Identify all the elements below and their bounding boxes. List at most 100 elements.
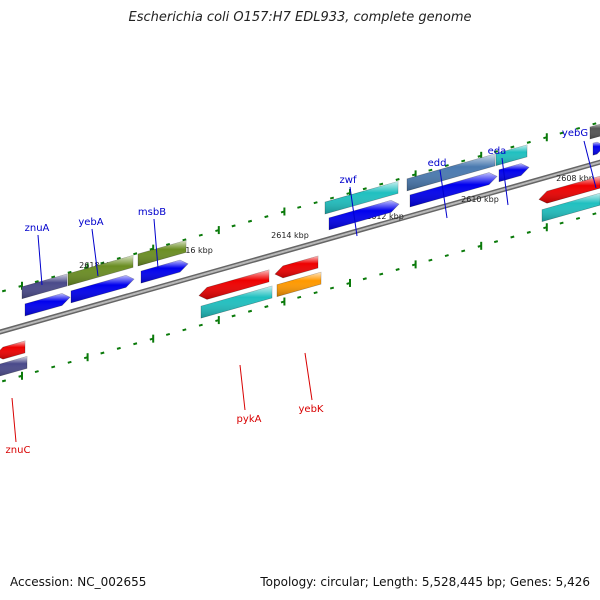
lower-scale-tick	[165, 332, 171, 336]
feature-lower-gene-right-red-shade	[539, 176, 600, 204]
gene-label-leader	[153, 218, 159, 269]
lower-scale-tick	[133, 342, 138, 346]
accession-label: Accession: NC_002655	[10, 575, 147, 589]
scale-label: 2616 kbp	[175, 246, 213, 255]
feature-upper-category-eda-shade	[496, 144, 527, 166]
scale-label: 2610 kbp	[461, 195, 499, 204]
scale-label: 2612 kbp	[366, 212, 404, 221]
lower-scale-tick	[592, 212, 597, 216]
feature-upper-category-yebA-shade	[68, 255, 133, 286]
lower-scale-tick	[297, 295, 302, 299]
lower-scale-tick	[313, 291, 318, 295]
scale-label: 2608 kbp	[556, 174, 594, 183]
upper-scale-tick	[182, 238, 187, 242]
feature-upper-category-zwf-shade	[325, 181, 398, 215]
upper-scale-tick	[247, 219, 253, 223]
gene-label: yebG	[562, 128, 588, 139]
gene-label: yebK	[299, 404, 324, 415]
lower-scale-tick	[34, 370, 39, 374]
feature-lower-category-znuC-shade	[0, 356, 27, 377]
upper-scale-tick	[198, 233, 203, 237]
gene-label: yebA	[78, 217, 103, 228]
feature-upper-gene-yebG-shade	[593, 142, 600, 156]
gene-label: znuC	[6, 445, 31, 456]
lower-scale-tick	[493, 240, 499, 244]
lower-scale-tick	[329, 286, 335, 290]
upper-scale-tick	[313, 201, 318, 205]
lower-scale-tick	[67, 360, 72, 364]
feature-upper-category-edd-shade	[407, 153, 495, 191]
scale-label: 2614 kbp	[271, 231, 309, 240]
feature-upper-gene-znuA-shade	[25, 293, 70, 316]
feature-lower-category-yebK-shade	[277, 272, 321, 297]
upper-scale-tick	[34, 280, 39, 284]
gene-label: zwf	[340, 175, 357, 186]
upper-scale-tick	[559, 131, 564, 135]
feature-upper-gene-zwf-shade	[329, 200, 399, 230]
feature-upper-category-msbB-shade	[138, 240, 186, 266]
gene-label: eda	[488, 146, 507, 157]
upper-scale-tick	[297, 205, 302, 209]
backbone-highlight	[0, 161, 600, 334]
gene-label: pykA	[237, 414, 262, 425]
upper-scale-tick	[510, 145, 515, 149]
upper-scale-tick	[444, 164, 449, 168]
topology-label: Topology: circular; Length: 5,528,445 bp…	[260, 575, 590, 589]
upper-scale-tick	[592, 122, 597, 126]
lower-scale-tick	[428, 258, 433, 262]
feature-upper-gene-msbB-shade	[141, 260, 188, 284]
upper-scale-tick	[395, 178, 400, 181]
upper-scale-tick	[428, 168, 433, 172]
feature-lower-gene-znuC-shade	[0, 340, 25, 360]
lower-scale-tick	[395, 268, 400, 271]
gene-label-leader	[91, 228, 99, 277]
upper-scale-tick	[165, 242, 171, 246]
upper-scale-tick	[100, 261, 105, 265]
lower-scale-tick	[559, 221, 564, 225]
lower-scale-tick	[362, 277, 367, 281]
upper-scale-tick	[493, 150, 499, 154]
upper-scale-tick	[67, 270, 72, 274]
feature-lower-category-right-cyan-shade	[542, 193, 600, 222]
feature-upper-category-znuA-shade	[22, 274, 67, 299]
lower-scale-tick	[116, 346, 121, 350]
gene-label-leader	[583, 140, 597, 189]
upper-scale-tick	[116, 256, 121, 260]
gene-label-leader	[501, 157, 509, 206]
upper-scale-tick	[231, 224, 236, 228]
gene-label-leader	[239, 364, 246, 411]
feature-lower-gene-yebK-shade	[275, 256, 318, 278]
lower-scale-tick	[51, 365, 56, 369]
map-title: Escherichia coli O157:H7 EDL933, complet…	[128, 10, 472, 25]
lower-scale-tick	[444, 254, 449, 258]
upper-scale-tick	[379, 182, 384, 186]
gene-label-leader	[304, 352, 313, 401]
feature-upper-gene-yebA-shade	[71, 275, 134, 303]
feature-upper-gene-edd-shade	[410, 172, 497, 207]
feature-lower-category-pykA-shade	[201, 286, 272, 319]
lower-scale-tick	[231, 314, 236, 318]
feature-lower-gene-pykA-shade	[199, 269, 269, 300]
gene-label: edd	[428, 158, 447, 169]
lower-scale-tick	[379, 272, 384, 276]
lower-scale-tick	[264, 305, 269, 309]
lower-scale-tick	[182, 328, 187, 332]
upper-scale-tick	[51, 275, 56, 279]
lower-scale-tick	[247, 309, 253, 313]
gene-label-leader	[439, 169, 448, 219]
gene-label-leader	[349, 186, 358, 237]
lower-scale-tick	[575, 216, 581, 220]
feature-upper-category-yebG-shade	[590, 124, 600, 140]
upper-scale-tick	[526, 140, 531, 144]
lower-scale-tick	[100, 351, 105, 355]
lower-scale-tick	[526, 230, 531, 234]
lower-scale-tick	[1, 379, 7, 383]
lower-scale-tick	[461, 249, 466, 253]
gene-label-leader	[11, 397, 17, 443]
feature-upper-gene-eda-shade	[499, 163, 529, 182]
upper-scale-tick	[329, 196, 335, 200]
lower-scale-tick	[198, 323, 203, 327]
lower-scale-tick	[510, 235, 515, 239]
